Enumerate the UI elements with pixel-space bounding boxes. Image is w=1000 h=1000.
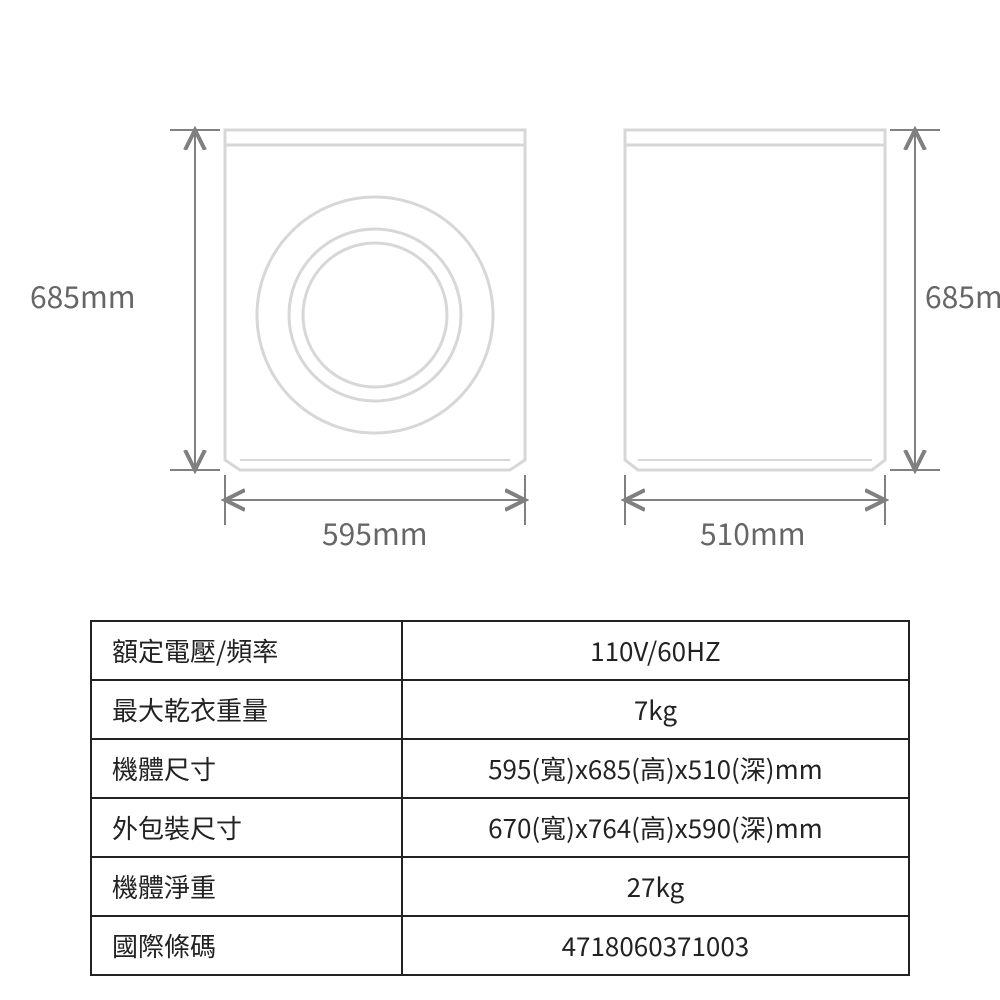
table-row: 國際條碼 4718060371003 (91, 916, 909, 975)
table-row: 機體尺寸 595(寬)x685(高)x510(深)mm (91, 739, 909, 798)
front-width-label: 595mm (322, 510, 428, 554)
spec-label: 額定電壓/頻率 (91, 621, 402, 680)
table-row: 機體淨重 27kg (91, 857, 909, 916)
table-row: 額定電壓/頻率 110V/60HZ (91, 621, 909, 680)
dimension-diagrams: 685mm 595mm 685mm 510mm (50, 60, 950, 540)
front-height-label: 685mm (30, 273, 136, 317)
spec-label: 國際條碼 (91, 916, 402, 975)
spec-label: 機體尺寸 (91, 739, 402, 798)
side-width-label: 510mm (700, 510, 806, 554)
spec-value: 110V/60HZ (402, 621, 909, 680)
front-view (225, 130, 525, 470)
spec-label: 機體淨重 (91, 857, 402, 916)
table-row: 外包裝尺寸 670(寬)x764(高)x590(深)mm (91, 798, 909, 857)
side-view (625, 130, 885, 470)
spec-value: 4718060371003 (402, 916, 909, 975)
side-height-label: 685mm (925, 273, 1000, 317)
spec-label: 最大乾衣重量 (91, 680, 402, 739)
spec-value: 595(寬)x685(高)x510(深)mm (402, 739, 909, 798)
spec-value: 7kg (402, 680, 909, 739)
spec-label: 外包裝尺寸 (91, 798, 402, 857)
diagram-svg (50, 60, 950, 540)
front-height-dim (170, 130, 220, 470)
table-row: 最大乾衣重量 7kg (91, 680, 909, 739)
spec-value: 27kg (402, 857, 909, 916)
spec-value: 670(寬)x764(高)x590(深)mm (402, 798, 909, 857)
spec-table: 額定電壓/頻率 110V/60HZ 最大乾衣重量 7kg 機體尺寸 595(寬)… (90, 620, 910, 976)
